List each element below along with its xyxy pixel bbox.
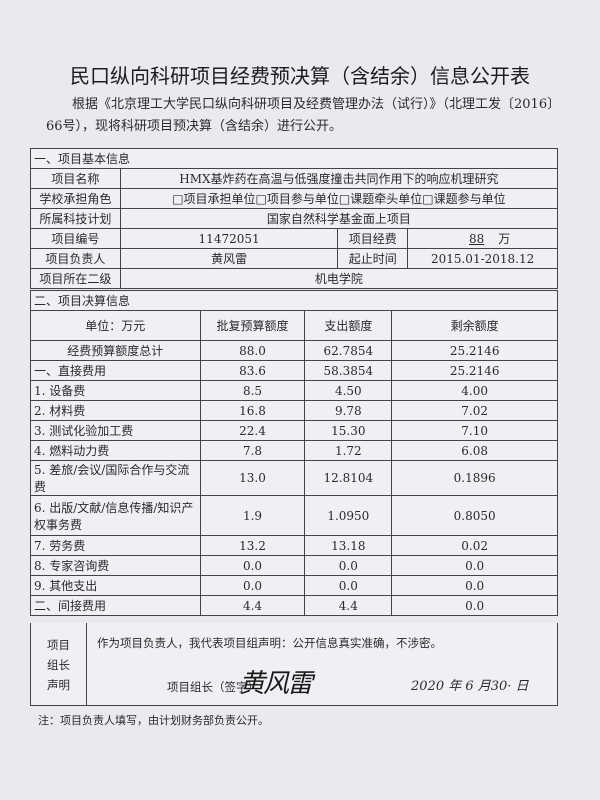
period-value: 2015.01-2018.12: [407, 248, 558, 269]
approved-amount: 7.8: [199, 440, 306, 461]
basic-info-table: 一、项目基本信息 项目名称 HMX基炸药在高温与低强度撞击共同作用下的响应机理研究…: [30, 148, 559, 289]
budget-row: 2. 材料费 16.8 9.78 7.02: [30, 400, 558, 421]
remaining-amount: 0.0: [391, 575, 558, 596]
fund-label: 项目经费: [337, 228, 409, 249]
budget-row: 1. 设备费 8.5 4.50 4.00: [30, 380, 558, 401]
header-spent: 支出额度: [304, 310, 393, 341]
item-label: 一、直接费用: [30, 360, 201, 381]
period-label: 起止时间: [337, 248, 409, 269]
intro-paragraph: 根据《北京理工大学民口纵向科研项目及经费管理办法（试行）》（北理工发〔2016〕…: [46, 97, 561, 134]
header-approved: 批复预算额度: [199, 310, 306, 341]
signature-label: 项目组长（签字）：: [167, 680, 265, 694]
project-id-label: 项目编号: [30, 228, 121, 249]
remaining-amount: 0.0: [391, 595, 558, 616]
section-budget: 二、项目决算信息: [30, 290, 558, 311]
project-id: 11472051: [119, 228, 339, 249]
header-remaining: 剩余额度: [391, 310, 558, 341]
approved-amount: 0.0: [199, 555, 306, 576]
budget-row: 5. 差旅/会议/国际合作与交流费 13.0 12.8104 0.1896: [30, 460, 558, 496]
budget-row: 6. 出版/文献/信息传播/知识产权事务费 1.9 1.0950 0.8050: [30, 495, 558, 536]
budget-row: 一、直接费用 83.6 58.3854 25.2146: [30, 360, 558, 381]
approved-amount: 0.0: [199, 575, 306, 596]
fund-value: 88 万: [407, 228, 558, 249]
remaining-amount: 0.02: [391, 535, 558, 556]
remaining-amount: 6.08: [391, 440, 558, 461]
remaining-amount: 25.2146: [391, 340, 558, 361]
item-label: 5. 差旅/会议/国际合作与交流费: [30, 460, 201, 496]
role-options: □项目承担单位□项目参与单位□课题牵头单位□课题参与单位: [119, 188, 559, 209]
item-label: 1. 设备费: [30, 380, 201, 401]
plan-value: 国家自然科学基金面上项目: [119, 208, 559, 229]
budget-row: 9. 其他支出 0.0 0.0 0.0: [30, 575, 558, 596]
budget-row: 3. 测试化验加工费 22.4 15.30 7.10: [30, 420, 558, 441]
item-label: 3. 测试化验加工费: [30, 420, 201, 441]
remaining-amount: 0.1896: [391, 460, 558, 496]
spent-amount: 4.50: [304, 380, 393, 401]
fund-amount: 88: [468, 232, 485, 246]
spent-amount: 13.18: [304, 535, 393, 556]
budget-table: 二、项目决算信息 单位：万元 批复预算额度 支出额度 剩余额度 经费预算额度总计…: [30, 290, 558, 616]
item-label: 4. 燃料动力费: [30, 440, 201, 461]
budget-row: 4. 燃料动力费 7.8 1.72 6.08: [30, 440, 558, 461]
header-unit: 单位：万元: [30, 310, 201, 341]
approved-amount: 13.0: [199, 460, 306, 496]
approved-amount: 8.5: [199, 380, 306, 401]
spent-amount: 1.0950: [304, 495, 393, 536]
approved-amount: 88.0: [199, 340, 306, 361]
item-label: 8. 专家咨询费: [30, 555, 201, 576]
declaration-statement: 作为项目负责人，我代表项目组声明：公开信息真实准确，不涉密。: [97, 636, 442, 650]
remaining-amount: 7.10: [391, 420, 558, 441]
item-label: 9. 其他支出: [30, 575, 201, 596]
project-name: HMX基炸药在高温与低强度撞击共同作用下的响应机理研究: [119, 168, 559, 189]
approved-amount: 83.6: [199, 360, 306, 381]
spent-amount: 9.78: [304, 400, 393, 421]
document-title: 民口纵向科研项目经费预决算（含结余）信息公开表: [70, 64, 530, 88]
spent-amount: 58.3854: [304, 360, 393, 381]
spent-amount: 1.72: [304, 440, 393, 461]
approved-amount: 13.2: [199, 535, 306, 556]
declaration-section: 项目组长声明 作为项目负责人，我代表项目组声明：公开信息真实准确，不涉密。 项目…: [30, 623, 558, 706]
plan-label: 所属科技计划: [30, 208, 121, 229]
spent-amount: 0.0: [304, 555, 393, 576]
budget-row: 经费预算额度总计 88.0 62.7854 25.2146: [30, 340, 558, 361]
section-basic-info: 一、项目基本信息: [30, 148, 558, 169]
budget-row: 8. 专家咨询费 0.0 0.0 0.0: [30, 555, 558, 576]
spent-amount: 4.4: [304, 595, 393, 616]
item-label: 7. 劳务费: [30, 535, 201, 556]
leader-name: 黄风雷: [119, 248, 339, 269]
declaration-label: 项目组长声明: [31, 623, 87, 705]
signature-date: 2020 年 6 月30· 日: [411, 679, 529, 694]
dept-label: 项目所在二级: [30, 268, 121, 289]
remaining-amount: 7.02: [391, 400, 558, 421]
spent-amount: 15.30: [304, 420, 393, 441]
spent-amount: 62.7854: [304, 340, 393, 361]
handwritten-signature: 黄风雷: [239, 669, 313, 699]
item-label: 经费预算额度总计: [30, 340, 201, 361]
dept-value: 机电学院: [119, 268, 559, 289]
project-name-label: 项目名称: [30, 168, 121, 189]
approved-amount: 4.4: [199, 595, 306, 616]
spent-amount: 0.0: [304, 575, 393, 596]
approved-amount: 1.9: [199, 495, 306, 536]
fund-unit: 万: [498, 232, 511, 246]
approved-amount: 16.8: [199, 400, 306, 421]
item-label: 2. 材料费: [30, 400, 201, 421]
leader-label: 项目负责人: [30, 248, 121, 269]
item-label: 6. 出版/文献/信息传播/知识产权事务费: [30, 495, 201, 536]
budget-row: 7. 劳务费 13.2 13.18 0.02: [30, 535, 558, 556]
spent-amount: 12.8104: [304, 460, 393, 496]
footnote: 注：项目负责人填写，由计划财务部负责公开。: [38, 714, 269, 727]
item-label: 二、间接费用: [30, 595, 201, 616]
remaining-amount: 0.0: [391, 555, 558, 576]
approved-amount: 22.4: [199, 420, 306, 441]
remaining-amount: 4.00: [391, 380, 558, 401]
budget-row: 二、间接费用 4.4 4.4 0.0: [30, 595, 558, 616]
role-label: 学校承担角色: [30, 188, 121, 209]
remaining-amount: 0.8050: [391, 495, 558, 536]
remaining-amount: 25.2146: [391, 360, 558, 381]
